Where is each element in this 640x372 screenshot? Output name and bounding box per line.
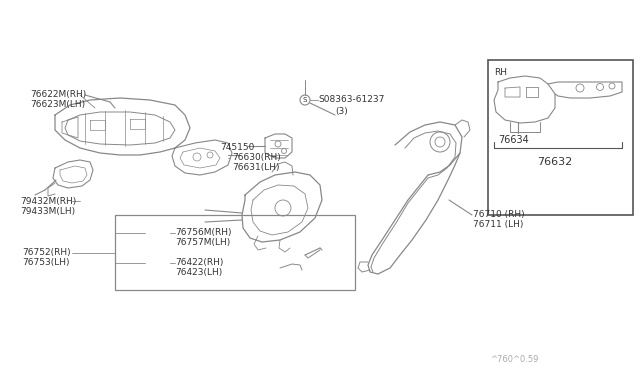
Text: 79432M(RH): 79432M(RH) — [20, 197, 76, 206]
Text: 76423(LH): 76423(LH) — [175, 268, 222, 277]
Bar — [488, 60, 633, 215]
Text: 745150: 745150 — [220, 143, 254, 152]
Text: 76622M(RH): 76622M(RH) — [30, 90, 86, 99]
Text: S: S — [303, 97, 307, 103]
Text: 76753(LH): 76753(LH) — [22, 258, 70, 267]
Text: S08363-61237: S08363-61237 — [318, 95, 385, 104]
Text: 76634: 76634 — [498, 135, 529, 145]
Bar — [115, 215, 355, 290]
Text: 76757M(LH): 76757M(LH) — [175, 238, 230, 247]
Text: 76631(LH): 76631(LH) — [232, 163, 280, 172]
Text: (3): (3) — [335, 107, 348, 116]
Text: 76630(RH): 76630(RH) — [232, 153, 281, 162]
Text: ^760^0.59: ^760^0.59 — [490, 355, 538, 364]
Text: 76752(RH): 76752(RH) — [22, 248, 70, 257]
Text: 79433M(LH): 79433M(LH) — [20, 207, 75, 216]
Text: 76710 (RH): 76710 (RH) — [473, 210, 525, 219]
Text: 76422(RH): 76422(RH) — [175, 258, 223, 267]
Text: 76711 (LH): 76711 (LH) — [473, 220, 524, 229]
Text: RH: RH — [494, 68, 507, 77]
Text: 76632: 76632 — [538, 157, 573, 167]
Text: 76623M(LH): 76623M(LH) — [30, 100, 85, 109]
Text: 76756M(RH): 76756M(RH) — [175, 228, 232, 237]
